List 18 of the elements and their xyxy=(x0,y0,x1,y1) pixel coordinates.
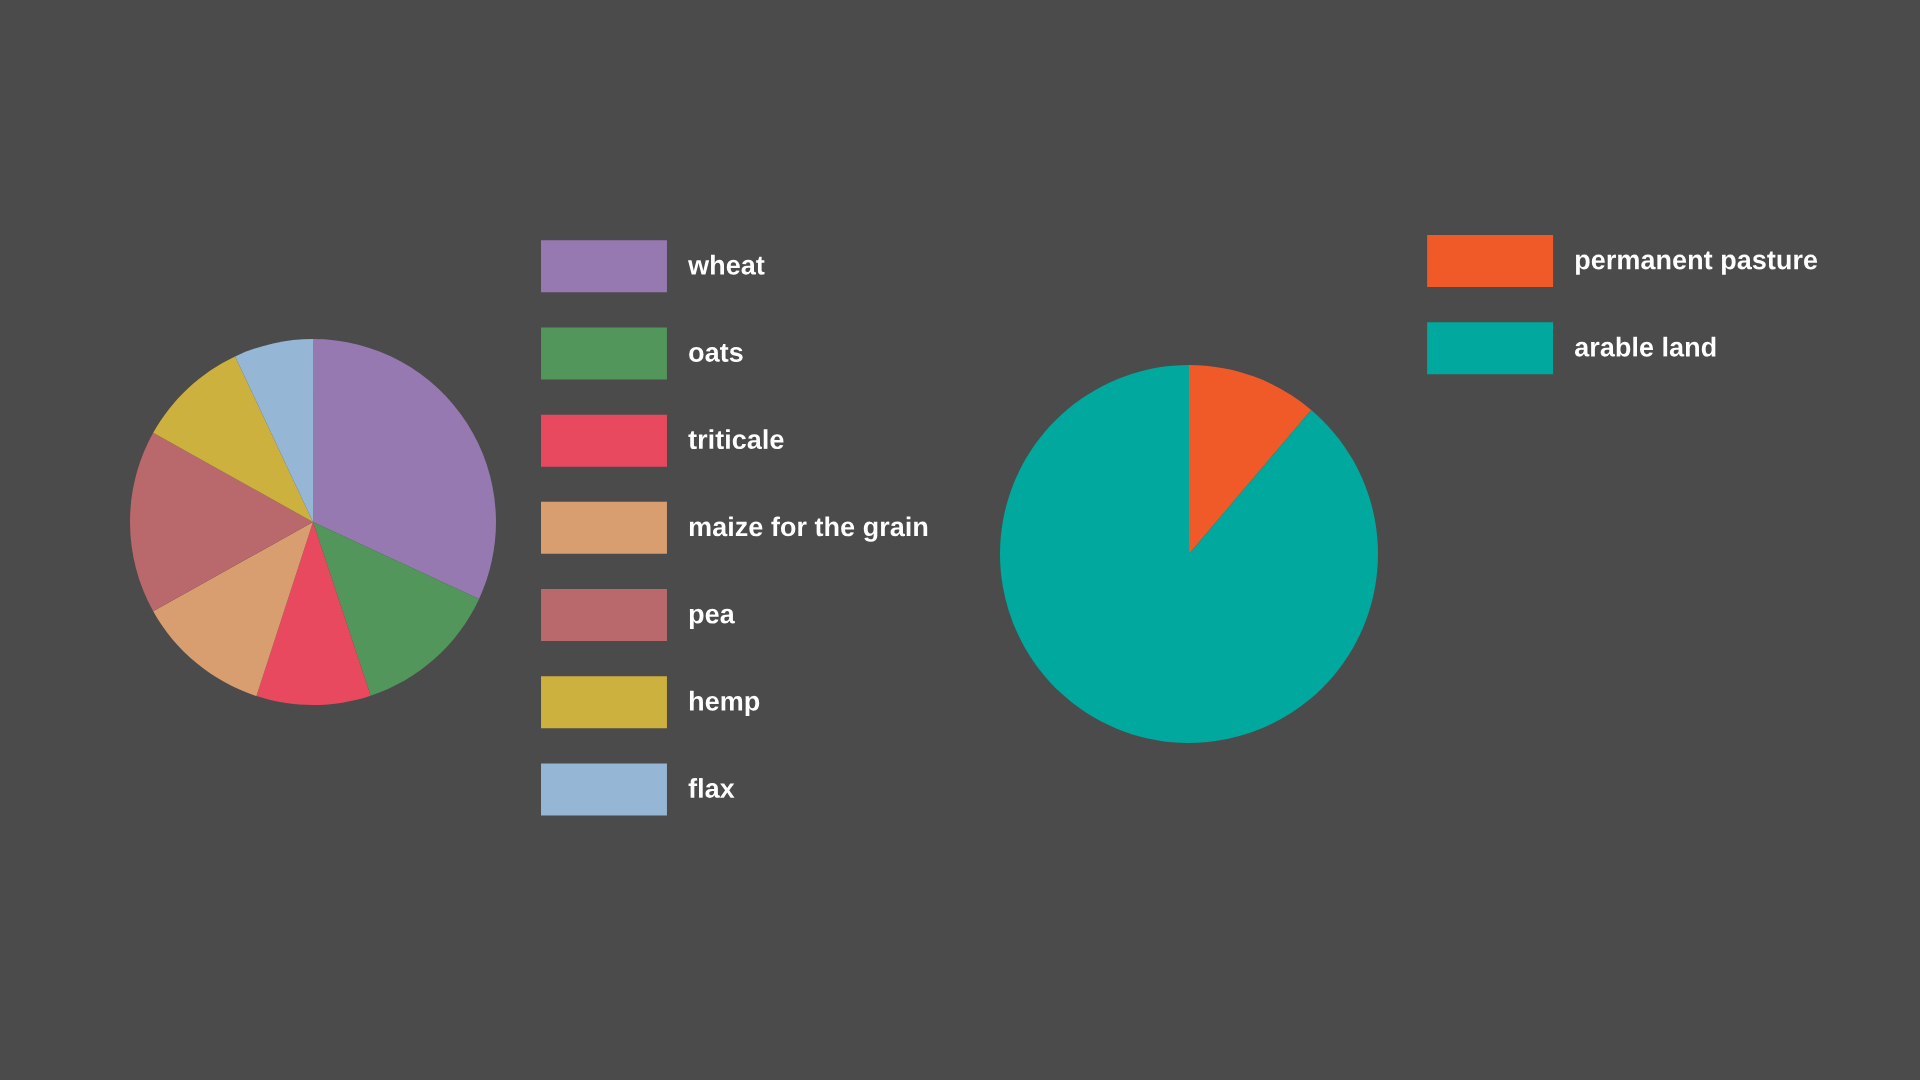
pie-slice xyxy=(153,356,313,522)
pie-slice xyxy=(130,432,313,612)
legend-label: flax xyxy=(688,778,735,798)
pie-slice xyxy=(235,339,313,522)
pie-slice xyxy=(313,339,496,599)
legend-label: wheat xyxy=(688,254,765,275)
pie-slice xyxy=(1189,365,1312,554)
pie-slice xyxy=(1000,365,1378,743)
legend-label: pea xyxy=(689,608,735,629)
legend-label: hemp xyxy=(689,690,760,717)
legend-label: triticale xyxy=(688,429,784,450)
pie-slice xyxy=(313,522,480,696)
pie-slice xyxy=(153,522,313,697)
legend-label: permanent pasture xyxy=(1575,251,1818,275)
legend-label: oats xyxy=(689,343,743,362)
legend-label: maize for the grain xyxy=(689,516,928,542)
legend-label: arable land xyxy=(1575,336,1716,357)
pie-slice xyxy=(256,522,371,705)
